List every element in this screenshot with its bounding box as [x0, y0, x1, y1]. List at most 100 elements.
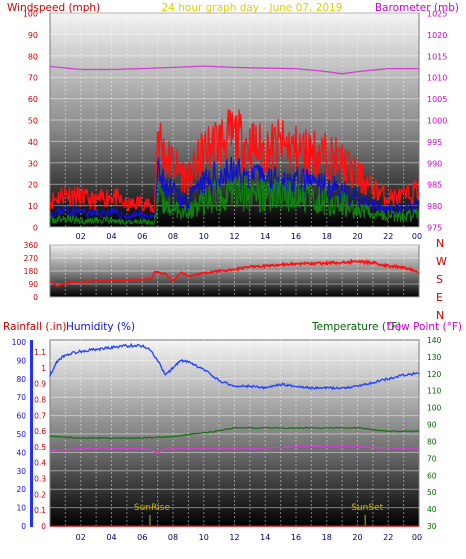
- wind-x-tick-label: 02: [76, 232, 86, 241]
- wind-y-tick-label: 70: [28, 74, 38, 83]
- direction-y-tick-label: 360: [24, 241, 39, 250]
- windspeed-axis-title: Windspeed (mph): [7, 2, 100, 14]
- wind-y-tick-label: 10: [28, 202, 38, 211]
- direction-plot-area: [49, 244, 420, 298]
- rainfall-y-tick-label: 0.9: [34, 380, 46, 389]
- baro-y-tick-label: 1000: [427, 117, 447, 126]
- low-wind-series-line: [49, 175, 420, 227]
- dewpoint-axis-title: Dew Point (°F): [387, 321, 462, 333]
- wind-x-tick-label: 16: [291, 232, 301, 241]
- wind-x-tick-label: 04: [106, 232, 116, 241]
- rainfall-y-tick-label: 1.1: [34, 348, 46, 357]
- direction-y-tick-label: 90: [28, 280, 38, 289]
- humidity-x-tick-label: 02: [76, 533, 86, 542]
- humidity-series-line: [49, 342, 420, 391]
- temperature-y-tick-label: 140: [427, 336, 442, 345]
- baro-y-tick-label: 1015: [427, 52, 447, 61]
- compass-label: N: [436, 237, 444, 250]
- rainfall-y-tick-label: 0.7: [34, 411, 46, 420]
- rainfall-y-tick-label: 0.6: [34, 427, 46, 436]
- temperature-y-tick-label: 100: [427, 404, 442, 413]
- humidity-y-tick-label: 40: [16, 448, 26, 457]
- wind-y-tick-label: 40: [28, 138, 38, 147]
- rainfall-y-tick-label: 0.2: [34, 490, 46, 499]
- humidity-x-tick-label: 22: [383, 533, 393, 542]
- direction-series: [49, 258, 420, 288]
- compass-label: N: [436, 309, 444, 322]
- baro-y-tick-label: 975: [427, 224, 442, 233]
- humidity-x-tick-label: 10: [199, 533, 209, 542]
- humidity-y-tick-label: 20: [16, 485, 26, 494]
- wind-y-tick-label: 80: [28, 52, 38, 61]
- temperature-y-tick-label: 120: [427, 370, 442, 379]
- temperature-y-tick-label: 70: [427, 454, 437, 463]
- rainfall-y-tick-label: 0: [41, 522, 46, 531]
- humidity-axis-title: Humidity (%): [66, 321, 135, 333]
- wind-x-tick-label: 06: [137, 232, 147, 241]
- rainfall-y-tick-label: 0.1: [34, 506, 46, 515]
- graph-date-title: 24 hour graph day - June 07, 2019: [162, 2, 343, 14]
- temperature-y-tick-label: 60: [427, 471, 437, 480]
- rainfall-y-tick-label: 0.8: [34, 395, 46, 404]
- wind-x-tick-label: 08: [168, 232, 178, 241]
- baro-y-tick-label: 1010: [427, 74, 447, 83]
- temperature-y-tick-label: 90: [427, 421, 437, 430]
- temperature-series-line: [49, 426, 420, 440]
- compass-label: W: [436, 255, 447, 268]
- humidity-x-tick-label: 00: [412, 533, 422, 542]
- humidity-y-tick-label: 100: [12, 338, 27, 347]
- wind-y-tick-label: 0: [33, 224, 38, 233]
- humidity-series: SunRise SunSet: [49, 342, 420, 527]
- humidity-x-tick-label: 12: [229, 533, 239, 542]
- wind-y-tick-label: 60: [28, 95, 38, 104]
- humidity-plot-area: [49, 339, 420, 527]
- humidity-x-tick-label: 16: [291, 533, 301, 542]
- temperature-y-tick-label: 130: [427, 353, 442, 362]
- wind-y-tick-label: 50: [28, 117, 38, 126]
- compass-label: S: [436, 273, 443, 286]
- temperature-y-tick-label: 50: [427, 488, 437, 497]
- humidity-x-tick-label: 04: [106, 533, 116, 542]
- gust-series-line: [49, 108, 420, 213]
- humidity-x-tick-label: 20: [352, 533, 362, 542]
- wind-x-tick-label: 18: [322, 232, 332, 241]
- baro-y-tick-label: 1005: [427, 95, 447, 104]
- barometer-series-line: [49, 65, 419, 75]
- wind-y-tick-label: 30: [28, 159, 38, 168]
- sun-annotation-label: SunSet: [351, 503, 383, 513]
- humidity-x-tick-label: 14: [260, 533, 270, 542]
- humidity-x-tick-label: 08: [168, 533, 178, 542]
- baro-y-tick-label: 990: [427, 159, 442, 168]
- compass-label: E: [436, 291, 443, 304]
- sun-annotation-label: SunRise: [134, 503, 171, 513]
- rainfall-y-tick-label: 1: [41, 364, 46, 373]
- wind-ticks: 0102030405060708090100975980985990995100…: [23, 10, 448, 242]
- humidity-y-tick-label: 90: [16, 356, 26, 365]
- humidity-y-tick-label: 10: [16, 504, 26, 513]
- wind-y-tick-label: 20: [28, 181, 38, 190]
- baro-y-tick-label: 1020: [427, 31, 447, 40]
- baro-y-tick-label: 985: [427, 181, 442, 190]
- wind-x-tick-label: 20: [352, 232, 362, 241]
- temperature-y-tick-label: 40: [427, 505, 437, 514]
- rainfall-y-tick-label: 0.5: [34, 443, 46, 452]
- wind-x-tick-label: 10: [199, 232, 209, 241]
- direction-y-tick-label: 270: [24, 254, 39, 263]
- rainfall-axis-title: Rainfall (.in): [3, 321, 66, 333]
- humidity-y-tick-label: 30: [16, 467, 26, 476]
- direction-y-tick-label: 180: [24, 267, 39, 276]
- wind-x-tick-label: 00: [412, 232, 422, 241]
- wind-y-tick-label: 100: [23, 10, 38, 19]
- temperature-y-tick-label: 110: [427, 387, 442, 396]
- dewpoint-series-line: [49, 445, 420, 454]
- baro-y-tick-label: 995: [427, 138, 442, 147]
- wind-x-tick-label: 22: [383, 232, 393, 241]
- humidity-y-tick-label: 60: [16, 412, 26, 421]
- humidity-y-tick-label: 0: [21, 522, 26, 531]
- direction-series-line: [49, 258, 420, 288]
- humidity-y-tick-label: 50: [16, 430, 26, 439]
- humidity-x-tick-label: 18: [322, 533, 332, 542]
- wind-y-tick-label: 90: [28, 31, 38, 40]
